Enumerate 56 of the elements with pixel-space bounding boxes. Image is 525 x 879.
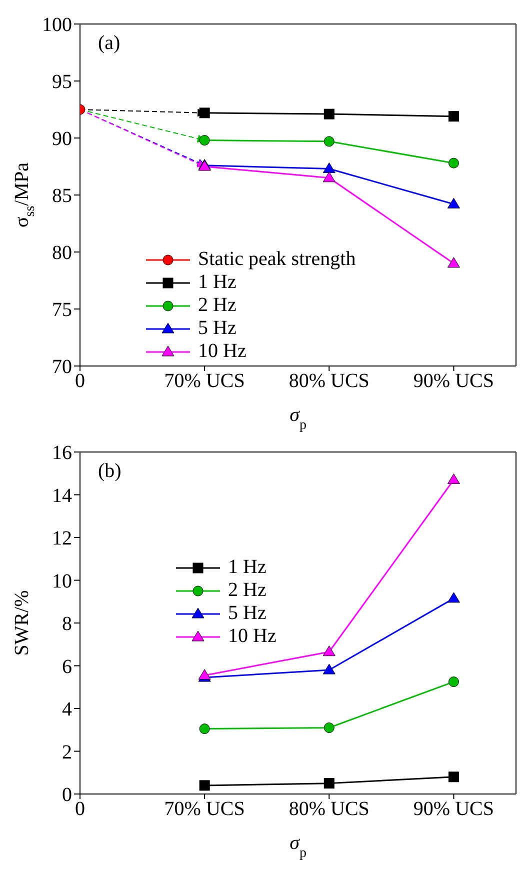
x-axis-title: σ$_{p}$ (290, 832, 306, 860)
point (322, 162, 336, 174)
point (448, 676, 459, 688)
y-tick-label: 8 (62, 613, 72, 636)
legend-label: 1 Hz (228, 556, 266, 579)
y-tick-label: 14 (52, 484, 72, 507)
y-tick-label: 75 (52, 299, 72, 322)
x-tick-label: 80% UCS (288, 370, 370, 392)
y-tick-label: 100 (42, 14, 72, 36)
point (324, 722, 334, 733)
legend-label: 5 Hz (228, 602, 266, 625)
x-tick-label: 70% UCS (164, 370, 245, 392)
x-axis-title: σ$_{p}$ (290, 404, 306, 432)
y-tick-label: 70 (52, 356, 72, 378)
legend-label: 2 Hz (228, 579, 266, 602)
legend-label: 10 Hz (228, 625, 276, 648)
point (199, 724, 210, 734)
y-tick-label: 95 (52, 71, 72, 94)
point (448, 158, 459, 168)
x-tick-label: 80% UCS (288, 798, 370, 820)
point (448, 111, 459, 122)
y-axis-title: SWR/% (10, 590, 33, 656)
legend-label: 5 Hz (198, 317, 236, 340)
point (199, 780, 210, 791)
y-tick-label: 16 (52, 442, 72, 464)
point (199, 135, 210, 146)
point (324, 136, 334, 147)
y-tick-label: 10 (52, 570, 72, 592)
x-tick-label: 70% UCS (164, 798, 245, 820)
legend-label: 1 Hz (198, 271, 236, 294)
point (322, 664, 336, 674)
point (447, 592, 460, 603)
point (324, 108, 334, 120)
legend-label: 2 Hz (198, 294, 236, 317)
legend-label: 10 Hz (198, 340, 246, 363)
y-tick-label: 85 (52, 185, 72, 208)
point (447, 257, 460, 268)
point (447, 198, 460, 208)
point (199, 108, 210, 118)
y-tick-label: 4 (62, 698, 72, 721)
y-tick-label: 12 (52, 528, 72, 550)
x-tick-label: 90% UCS (413, 798, 494, 820)
point (447, 474, 460, 484)
point (324, 778, 334, 789)
y-tick-label: 6 (62, 656, 72, 678)
y-tick-label: 0 (62, 784, 72, 806)
legend-label: Static peak strength (198, 248, 356, 271)
point (322, 172, 336, 182)
point (448, 772, 459, 782)
x-tick-label: 90% UCS (413, 370, 494, 392)
chart-title: (a) (98, 32, 120, 55)
point (322, 646, 336, 656)
y-tick-label: 90 (52, 128, 72, 150)
y-tick-label: 80 (52, 242, 72, 264)
chart-title: (b) (98, 460, 122, 483)
y-tick-label: 2 (62, 741, 72, 764)
